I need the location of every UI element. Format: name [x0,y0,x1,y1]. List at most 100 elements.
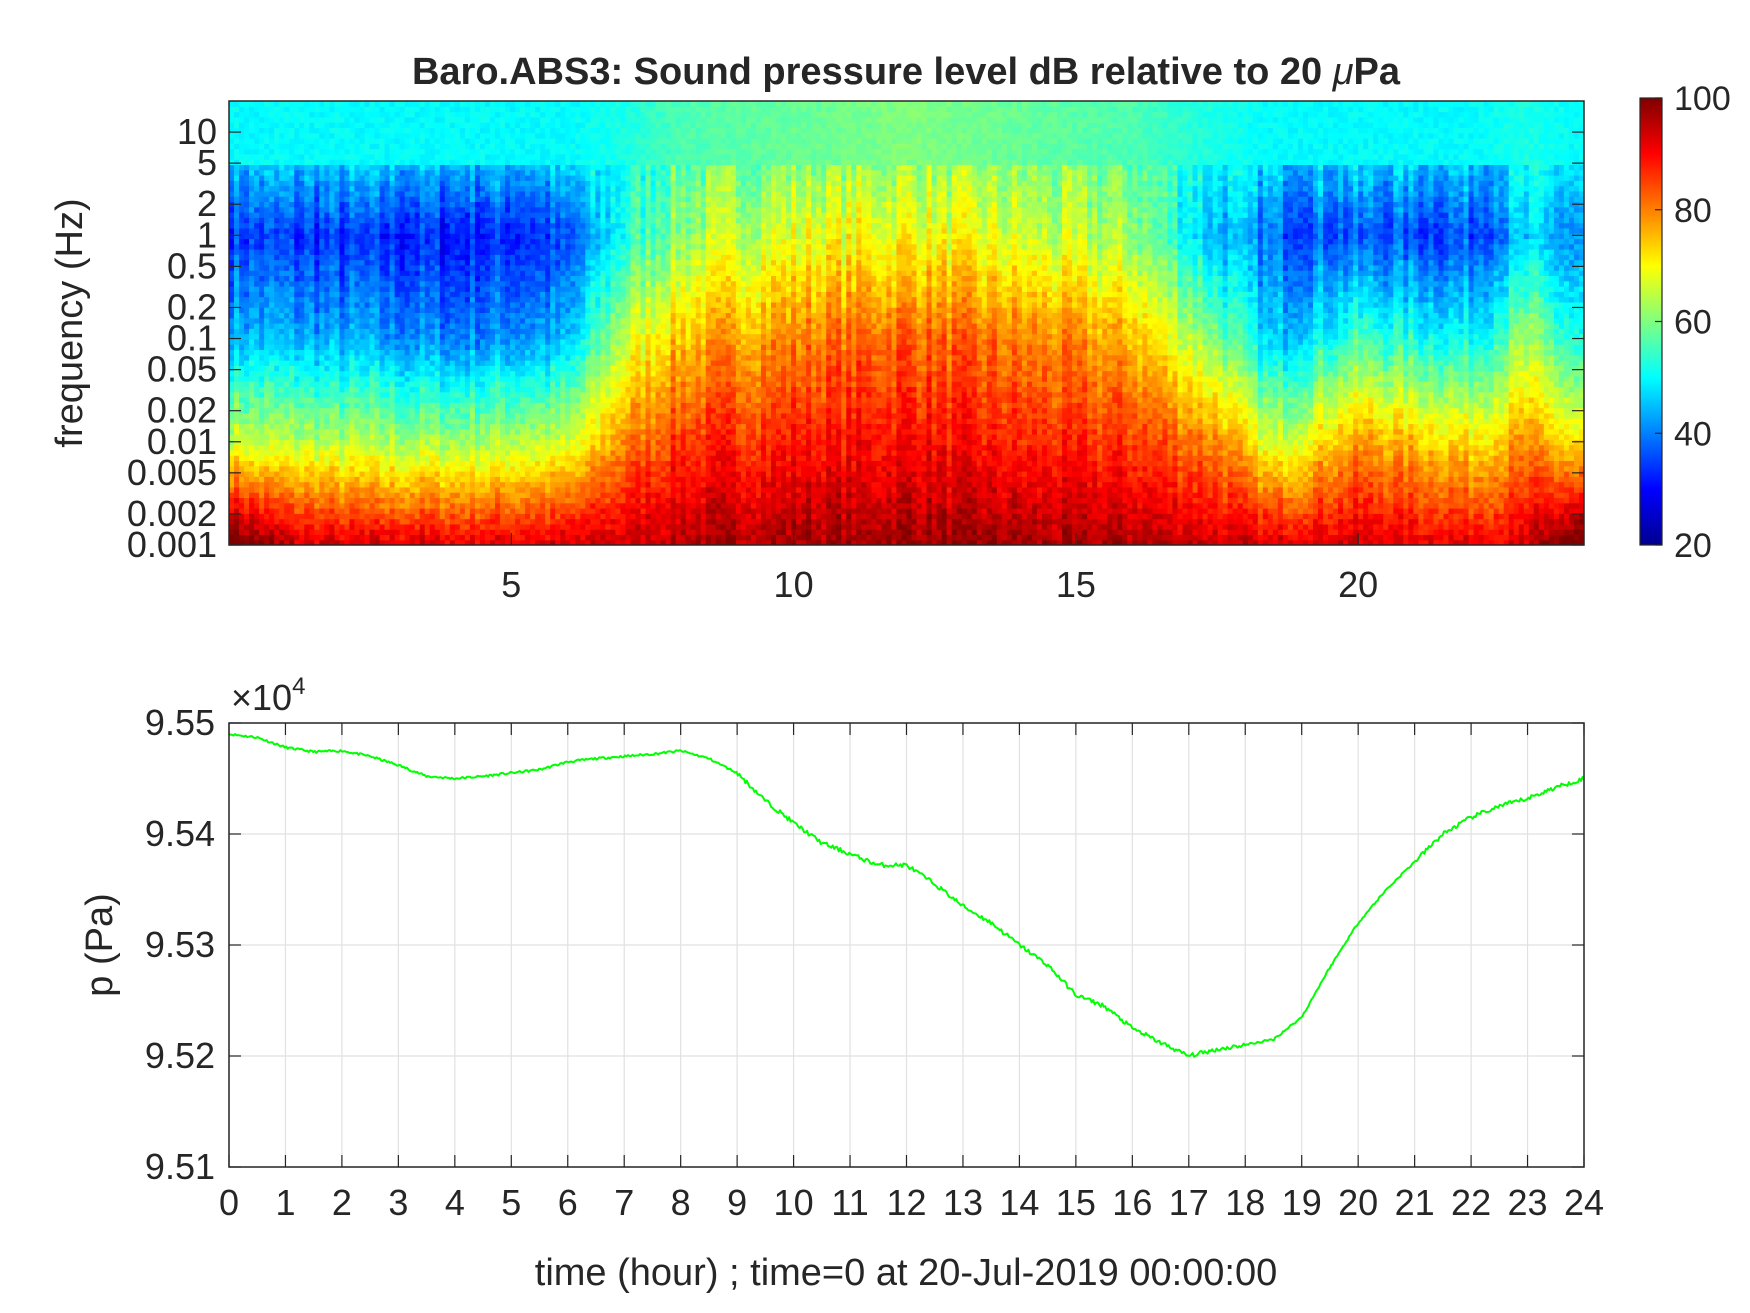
spectrogram-cell [384,391,391,398]
spectrogram-cell [329,439,335,446]
spectrogram-cell [244,264,250,271]
spectrogram-cell [500,370,506,377]
spectrogram-cell [439,481,446,488]
spectrogram-cell [249,365,255,372]
spectrogram-cell [454,513,461,520]
spectrogram-cell [444,270,451,277]
spectrogram-cell [284,217,290,224]
spectrogram-cell [459,323,466,329]
spectrogram-cell [259,317,265,324]
spectrogram-cell [419,206,426,213]
spectrogram-cell [319,481,325,488]
spectrogram-cell [399,333,406,340]
spectrogram-cell [294,122,300,129]
spectrogram-cell [259,270,265,277]
spectrogram-cell [254,254,260,261]
spectrogram-cell [505,270,511,277]
spectrogram-cell [500,185,506,192]
spectrogram-cell [249,349,255,356]
spectrogram-cell [389,206,396,213]
spectrogram-cell [434,138,441,144]
spectrogram-cell [274,127,280,134]
spectrogram-cell [229,391,235,398]
spectrogram-cell [309,513,315,520]
spectrogram-cell [429,492,436,499]
spectrogram-cell [439,243,446,250]
spectrogram-cell [329,254,335,261]
spectrogram-cell [379,175,386,181]
spectrogram-cell [409,407,416,414]
spectrogram-cell [469,227,476,234]
spectrogram-cell [424,217,431,224]
spectrogram-cell [464,460,471,467]
spectrogram-cell [500,386,506,393]
spectrogram-cell [439,344,446,351]
spectrogram-panel: Baro.ABS3: Sound pressure level dB relat… [49,51,1585,605]
spectrogram-cell [329,471,335,477]
spectrogram-cell [429,465,436,472]
spectrogram-cell [469,238,476,245]
spectrogram-cell [424,386,431,393]
spectrogram-cell [434,360,441,366]
spectrogram-cell [444,307,451,314]
spectrogram-cell [249,148,255,155]
spectrogram-cell [374,190,381,197]
spectrogram-cell [419,397,426,403]
spectrogram-cell [510,370,516,377]
spectrogram-cell [274,312,280,319]
spectrogram-cell [494,523,501,530]
spectrogram-cell [274,428,280,435]
spectrogram-cell [399,539,406,545]
spectrogram-cell [279,349,285,356]
spectrogram-cell [494,264,501,271]
spectrogram-cell [429,206,436,213]
spectrogram-cell [449,529,456,536]
spectrogram-cell [474,328,481,335]
spectrogram-cell [259,508,265,514]
spectrogram-cell [299,365,305,372]
spectrogram-cell [234,185,240,192]
spectrogram-cell [469,307,476,314]
spectrogram-cell [279,227,285,234]
spectrogram-cell [259,143,265,150]
spectrogram-cell [489,460,496,467]
spectrogram-cell [229,296,235,303]
spectrogram-cell [314,529,320,536]
spectrogram-cell [454,307,461,314]
spectrogram-cell [474,386,481,393]
spectrogram-cell [500,159,506,166]
spectrogram-cell [274,153,280,160]
spectrogram-cell [474,333,481,340]
spectrogram-cell [259,449,265,456]
spectrogram-cell [444,101,451,107]
spectrogram-cell [464,101,471,107]
spectrogram-cell [299,360,305,366]
spectrogram-cell [394,418,401,425]
spectrogram-cell [329,412,335,419]
spectrogram-cell [339,286,346,292]
spectrogram-cell [309,423,315,430]
spectrogram-cell [309,381,315,388]
spectrogram-cell [484,518,491,525]
spectrogram-cell [525,402,531,409]
spectrogram-cell [274,201,280,208]
spectrogram-cell [379,481,386,488]
spectrogram-cell [439,323,446,329]
spectrogram-cell [379,190,386,197]
spectrogram-cell [474,508,481,514]
spectrogram-cell [239,518,245,525]
spectrogram-cell [494,275,501,282]
spectrogram-cell [229,222,235,229]
spectrogram-cell [234,106,240,113]
spectrogram-cell [359,201,366,208]
spectrogram-cell [515,291,521,298]
spectrogram-cell [249,249,255,255]
spectrogram-cell [339,275,346,282]
spectrogram-cell [324,159,330,166]
spectrogram-cell [319,471,325,477]
spectrogram-cell [454,386,461,393]
spectrogram-cell [510,122,516,129]
spectrogram-cell [254,423,260,430]
spectrogram-cell [384,460,391,467]
spectrogram-cell [279,386,285,393]
